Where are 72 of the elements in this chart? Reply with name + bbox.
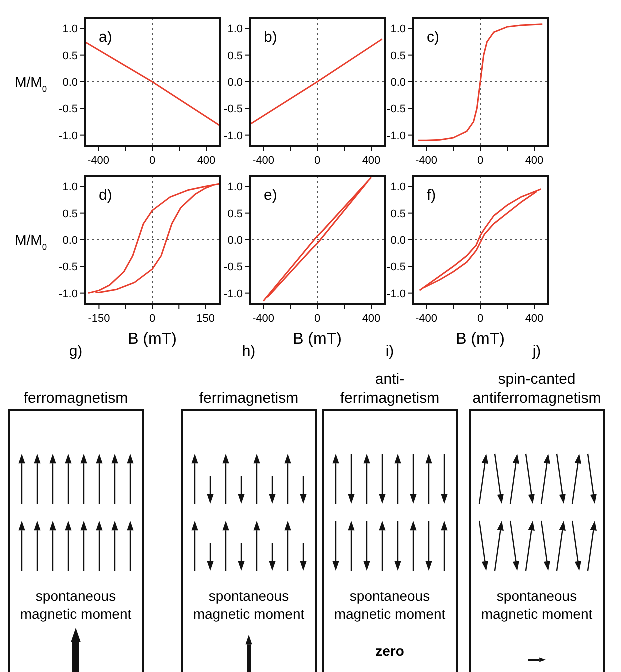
y-tick-label: 0.5 <box>62 50 78 62</box>
y-tick-label: -1.0 <box>387 130 406 142</box>
text: zero <box>376 643 404 659</box>
annotation: d) <box>99 187 112 204</box>
y-tick-label: 0.5 <box>390 208 406 220</box>
y-tick-label: 1.0 <box>390 24 406 36</box>
x-tick-label: -400 <box>252 155 275 167</box>
x-tick-label: 0 <box>314 155 321 167</box>
text: spontaneous magnetic moment <box>481 588 593 622</box>
y-tick-label: 1.0 <box>228 24 243 36</box>
y-tick-label: 0.0 <box>228 77 243 89</box>
x-tick-label: -400 <box>252 313 275 325</box>
y-tick-label: -1.0 <box>59 130 78 142</box>
x-tick-label: 400 <box>525 155 544 167</box>
y-tick-label: -1.0 <box>59 288 78 300</box>
text: anti- ferrimagnetism <box>340 371 440 407</box>
text: i) <box>386 343 394 360</box>
x-tick-label: -400 <box>415 155 438 167</box>
y-tick-label: 0.0 <box>62 235 78 247</box>
y-tick-label: 1.0 <box>62 182 78 194</box>
text: spin-canted antiferromagnetism <box>472 371 602 407</box>
x-tick-label: 400 <box>525 313 544 325</box>
y-tick-label: -1.0 <box>224 288 243 300</box>
x-tick-label: 0 <box>149 313 156 325</box>
y-tick-label: 1.0 <box>228 182 243 194</box>
annotation: b) <box>264 29 278 46</box>
y-tick-label: -1.0 <box>224 130 243 142</box>
y-tick-label: 0.5 <box>228 208 243 220</box>
x-tick-label: 400 <box>362 313 381 325</box>
x-tick-label: -400 <box>415 313 438 325</box>
y-axis-title: M/M$_{0}$ <box>15 74 48 94</box>
x-axis-title: B (mT) <box>128 331 177 348</box>
text: ferromagnetism <box>24 390 128 407</box>
y-tick-label: -0.5 <box>59 104 78 116</box>
y-tick-label: -0.5 <box>224 262 243 274</box>
x-tick-label: -150 <box>88 313 110 325</box>
y-tick-label: 1.0 <box>62 24 78 36</box>
y-tick-label: 0.5 <box>390 50 406 62</box>
y-tick-label: -0.5 <box>224 104 243 116</box>
y-axis-title: M/M$_{0}$ <box>15 232 48 252</box>
y-tick-label: -0.5 <box>387 104 406 116</box>
y-tick-label: 0.0 <box>390 235 406 247</box>
text: h) <box>242 343 256 360</box>
y-tick-label: 0.0 <box>228 235 243 247</box>
annotation: c) <box>427 29 440 46</box>
text: j) <box>532 343 542 360</box>
x-axis-title: B (mT) <box>456 331 505 348</box>
x-tick-label: -400 <box>87 155 110 167</box>
x-tick-label: 400 <box>362 155 381 167</box>
y-tick-label: -0.5 <box>387 262 406 274</box>
x-tick-label: 150 <box>196 313 215 325</box>
y-tick-label: 0.5 <box>62 208 78 220</box>
x-tick-label: 400 <box>197 155 216 167</box>
text: ferrimagnetism <box>199 390 299 407</box>
x-tick-label: 0 <box>477 313 484 325</box>
x-tick-label: 0 <box>314 313 321 325</box>
y-tick-label: -0.5 <box>59 262 78 274</box>
annotation: a) <box>99 29 112 46</box>
annotation: e) <box>264 187 278 204</box>
annotation: f) <box>427 187 436 204</box>
text: spontaneous magnetic moment <box>193 588 305 622</box>
x-tick-label: 0 <box>477 155 484 167</box>
y-tick-label: 0.0 <box>62 77 78 89</box>
x-axis-title: B (mT) <box>293 331 342 348</box>
text: spontaneous magnetic moment <box>334 588 446 622</box>
y-tick-label: 0.5 <box>228 50 243 62</box>
y-tick-label: 1.0 <box>390 182 406 194</box>
x-tick-label: 0 <box>149 155 156 167</box>
y-tick-label: -1.0 <box>387 288 406 300</box>
text: g) <box>69 343 83 360</box>
text: spontaneous magnetic moment <box>20 588 132 622</box>
y-tick-label: 0.0 <box>390 77 406 89</box>
